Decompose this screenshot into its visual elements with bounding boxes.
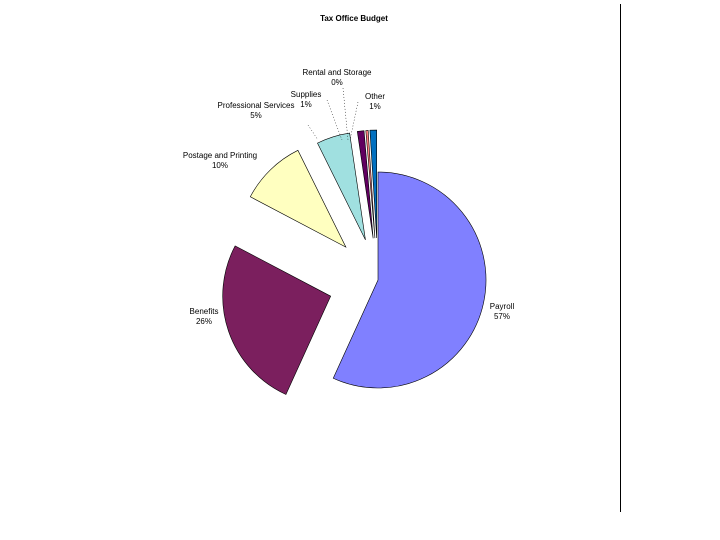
slice-label-other: Other 1%	[365, 92, 385, 111]
slice-label-rental-and-storage: Rental and Storage 0%	[303, 68, 372, 87]
pie-slice-other	[369, 129, 377, 239]
slice-name-benefits: Benefits	[190, 307, 219, 316]
chart-title: Tax Office Budget	[320, 14, 388, 23]
slice-percent-benefits: 26%	[196, 317, 212, 326]
slice-label-postage-and-printing: Postage and Printing 10%	[183, 151, 257, 170]
slice-name-professional-services: Professional Services	[218, 101, 295, 110]
vertical-divider	[620, 4, 621, 512]
pie-slice-payroll	[332, 171, 487, 389]
slice-name-other: Other	[365, 92, 385, 101]
leader-line-supplies	[326, 99, 343, 141]
slice-name-payroll: Payroll	[490, 302, 515, 311]
slice-percent-professional-services: 5%	[250, 111, 262, 120]
slice-percent-payroll: 57%	[494, 312, 510, 321]
slice-percent-postage-and-printing: 10%	[212, 161, 228, 170]
slice-percent-other: 1%	[369, 102, 381, 111]
leader-line-professional-services	[307, 124, 319, 141]
pie-slice-professional-services	[317, 132, 366, 241]
slice-label-supplies: Supplies 1%	[291, 90, 322, 109]
slice-label-payroll: Payroll 57%	[490, 302, 515, 321]
pie-slice-benefits	[222, 245, 332, 395]
slice-percent-supplies: 1%	[300, 100, 312, 109]
pie-slice-rental-and-storage	[365, 130, 376, 239]
leader-line-rental-and-storage	[342, 87, 349, 141]
slice-name-rental-and-storage: Rental and Storage	[303, 68, 372, 77]
slice-label-benefits: Benefits 26%	[190, 307, 219, 326]
slice-label-professional-services: Professional Services 5%	[218, 101, 295, 120]
pie-slice-postage-and-printing	[249, 149, 347, 248]
slice-name-supplies: Supplies	[291, 90, 322, 99]
slice-percent-rental-and-storage: 0%	[331, 78, 343, 87]
slice-name-postage-and-printing: Postage and Printing	[183, 151, 257, 160]
leader-line-other	[349, 101, 359, 141]
pie-slice-supplies	[356, 130, 374, 239]
